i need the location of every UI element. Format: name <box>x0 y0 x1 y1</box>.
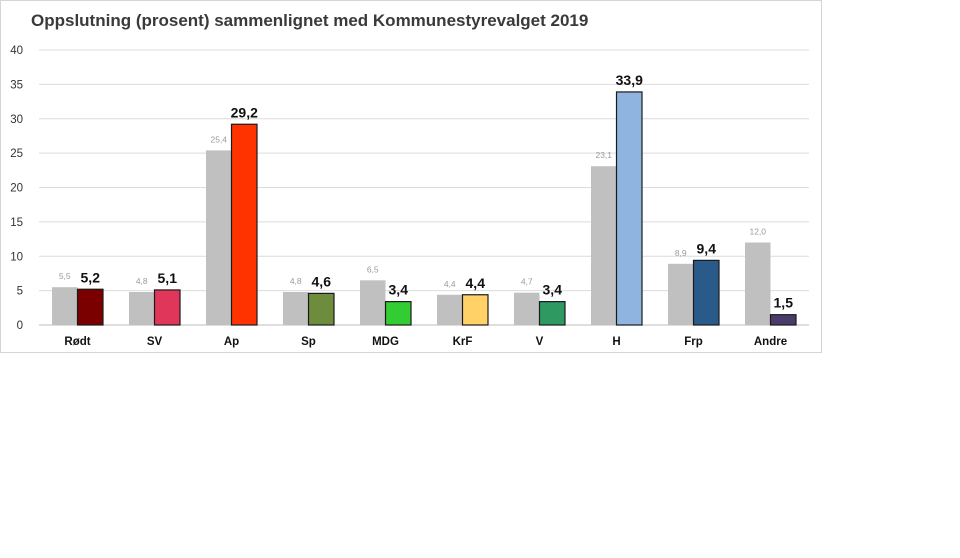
x-category-label: MDG <box>372 336 399 348</box>
data-label-current: 5,2 <box>81 269 101 285</box>
bar-current <box>307 292 335 326</box>
x-category-label: Sp <box>301 336 316 348</box>
data-label-2019: 6,5 <box>367 264 379 274</box>
bar-2019 <box>360 280 386 325</box>
y-tick-label: 35 <box>10 79 23 91</box>
bar-2019 <box>52 287 78 325</box>
bar-2019 <box>437 294 463 325</box>
x-axis-categories: Rødt SV Ap Sp MDG KrF V H Frp Andre <box>64 336 787 348</box>
y-tick-label: 30 <box>10 114 23 126</box>
x-category-label: V <box>536 336 544 348</box>
bar-2019 <box>283 292 309 325</box>
bar-current <box>769 314 797 326</box>
data-label-current: 1,5 <box>774 295 794 311</box>
bar-2019 <box>514 292 540 325</box>
data-label-2019: 4,8 <box>136 276 148 286</box>
x-category-label: H <box>612 336 620 348</box>
data-label-2019: 8,9 <box>675 248 687 258</box>
bar-current <box>538 301 566 326</box>
bar-2019 <box>591 166 617 325</box>
data-label-2019: 5,5 <box>59 271 71 281</box>
data-label-2019: 4,8 <box>290 276 302 286</box>
bar-current <box>76 288 104 326</box>
data-label-2019: 23,1 <box>595 150 612 160</box>
bar-current <box>153 289 181 326</box>
y-tick-label: 5 <box>17 286 23 298</box>
y-tick-label: 10 <box>10 251 23 263</box>
y-tick-label: 25 <box>10 148 23 160</box>
x-category-label: Rødt <box>64 336 90 348</box>
x-category-label: KrF <box>453 336 473 348</box>
y-tick-label: 15 <box>10 217 23 229</box>
y-tick-label: 20 <box>10 183 23 195</box>
data-label-2019: 12,0 <box>749 227 766 237</box>
y-axis-ticks: 0 5 10 15 20 25 30 35 40 <box>10 45 23 332</box>
x-category-label: Andre <box>754 336 787 348</box>
bar-chart: 0 5 10 15 20 25 30 35 40 5,5 5,2 4,8 5,1 25,4 29,2 4,8… <box>10 45 809 348</box>
data-label-current: 33,9 <box>616 72 643 88</box>
bar-2019 <box>668 263 694 325</box>
data-label-2019: 4,7 <box>521 277 533 287</box>
chart-title: Oppslutning (prosent) sammenlignet med K… <box>31 11 589 30</box>
x-category-label: Ap <box>224 336 239 348</box>
x-category-label: Frp <box>684 336 703 348</box>
data-label-current: 5,1 <box>158 270 178 286</box>
bar-current <box>461 294 489 326</box>
bar-current <box>692 259 720 326</box>
data-label-current: 3,4 <box>543 282 563 298</box>
bar-current <box>230 123 258 326</box>
data-label-2019: 4,4 <box>444 279 456 289</box>
data-label-current: 4,4 <box>466 275 486 291</box>
data-labels: 5,5 5,2 4,8 5,1 25,4 29,2 4,8 4,6 6,5 3,4 4,4 4,4 4,… <box>59 72 793 311</box>
bar-current <box>615 91 643 326</box>
chart-frame: Oppslutning (prosent) sammenlignet med K… <box>0 0 822 353</box>
bars <box>52 91 797 326</box>
data-label-2019: 25,4 <box>210 134 227 144</box>
y-tick-label: 0 <box>17 320 23 332</box>
bar-2019 <box>129 292 155 325</box>
data-label-current: 3,4 <box>389 282 409 298</box>
data-label-current: 29,2 <box>231 104 258 120</box>
gridlines <box>39 49 809 326</box>
y-tick-label: 40 <box>10 45 23 57</box>
x-category-label: SV <box>147 336 163 348</box>
bar-2019 <box>745 242 771 325</box>
data-label-current: 4,6 <box>312 273 332 289</box>
bar-2019 <box>206 150 232 325</box>
data-label-current: 9,4 <box>697 240 717 256</box>
bar-current <box>384 301 412 326</box>
